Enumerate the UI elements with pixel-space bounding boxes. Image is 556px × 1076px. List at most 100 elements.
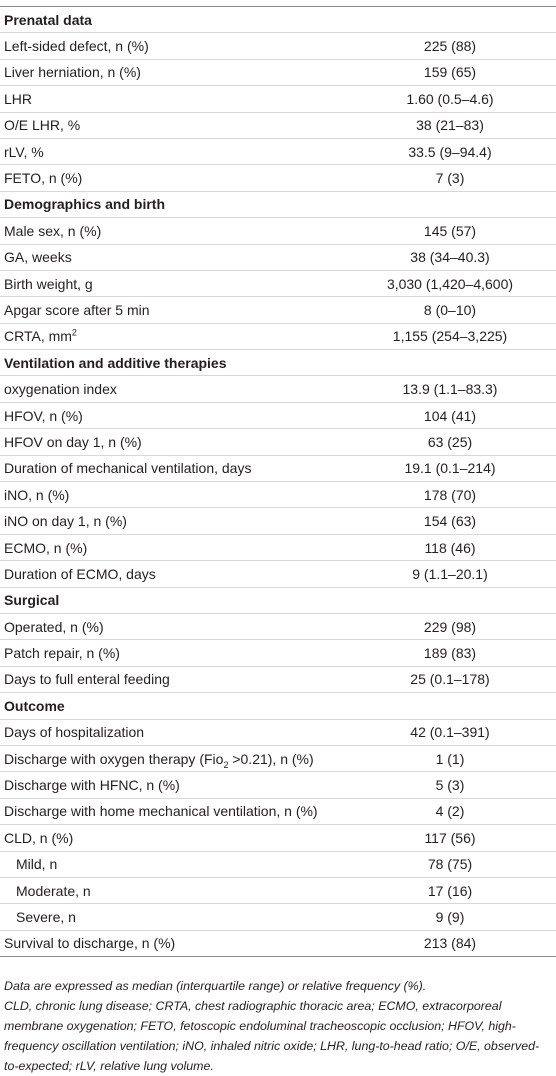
row-value: 1.60 (0.5–4.6) xyxy=(350,85,556,113)
row-label: Mild, n xyxy=(0,851,350,878)
row-label: Birth weight, g xyxy=(0,270,350,298)
label-text: HFOV, n (%) xyxy=(4,407,83,424)
label-text: Survival to discharge, n (%) xyxy=(4,935,176,952)
table-row: Survival to discharge, n (%) 213 (84) xyxy=(0,930,556,956)
row-value: 104 (41) xyxy=(350,402,556,430)
row-value: 78 (75) xyxy=(350,851,556,878)
row-value: 178 (70) xyxy=(350,481,556,509)
row-value: 9 (1.1–20.1) xyxy=(350,560,556,588)
row-value: 3,030 (1,420–4,600) xyxy=(350,270,556,298)
section-title: Demographics and birth xyxy=(0,191,556,219)
label-subscript: 2 xyxy=(223,759,229,770)
table-row: iNO, n (%) 178 (70) xyxy=(0,481,556,509)
table-row: Days to full enteral feeding 25 (0.1–178) xyxy=(0,666,556,694)
label-text: Moderate, n xyxy=(16,882,91,899)
row-label: iNO on day 1, n (%) xyxy=(0,507,350,535)
label-text: HFOV on day 1, n (%) xyxy=(4,433,142,450)
row-value: 225 (88) xyxy=(350,32,556,60)
label-text: LHR xyxy=(4,90,33,107)
row-value: 4 (2) xyxy=(350,798,556,826)
row-label: FETO, n (%) xyxy=(0,164,350,192)
table-row: Left-sided defect, n (%) 225 (88) xyxy=(0,32,556,60)
table-row: Mild, n 78 (75) xyxy=(0,851,556,878)
label-text: CRTA, mm xyxy=(4,328,72,345)
label-text: ECMO, n (%) xyxy=(4,539,88,556)
table-row: Duration of ECMO, days 9 (1.1–20.1) xyxy=(0,560,556,588)
label-text: Operated, n (%) xyxy=(4,618,104,635)
row-value: 33.5 (9–94.4) xyxy=(350,138,556,166)
table-row: Liver herniation, n (%) 159 (65) xyxy=(0,59,556,87)
table-row: Severe, n 9 (9) xyxy=(0,903,556,931)
label-superscript: 2 xyxy=(71,327,77,338)
row-value: 17 (16) xyxy=(350,877,556,905)
row-value: 1 (1) xyxy=(350,745,556,773)
table-row: HFOV on day 1, n (%) 63 (25) xyxy=(0,428,556,456)
row-value: 63 (25) xyxy=(350,428,556,456)
table-row: CLD, n (%) 117 (56) xyxy=(0,824,556,852)
label-text: Duration of ECMO, days xyxy=(4,565,156,582)
table-row: Discharge with HFNC, n (%) 5 (3) xyxy=(0,771,556,799)
label-text: Apgar score after 5 min xyxy=(4,301,150,318)
row-label: LHR xyxy=(0,85,350,113)
table-row: LHR 1.60 (0.5–4.6) xyxy=(0,85,556,113)
section-title: Outcome xyxy=(0,692,556,720)
table-row: ECMO, n (%) 118 (46) xyxy=(0,534,556,562)
data-table: Prenatal data Left-sided defect, n (%) 225… xyxy=(0,6,556,958)
row-value: 13.9 (1.1–83.3) xyxy=(350,375,556,403)
label-text: Birth weight, g xyxy=(4,275,93,292)
row-value: 213 (84) xyxy=(423,935,477,952)
table-row: Apgar score after 5 min 8 (0–10) xyxy=(0,296,556,324)
label-text: FETO, n (%) xyxy=(4,170,83,187)
row-label: Severe, n xyxy=(0,903,350,931)
row-label: Duration of ECMO, days xyxy=(0,560,350,588)
label-text: Days of hospitalization xyxy=(4,724,145,741)
label-text: >0.21), n (%) xyxy=(228,750,314,767)
row-label: Survival to discharge, n (%) xyxy=(0,930,350,956)
row-label: Patch repair, n (%) xyxy=(0,639,350,667)
row-label: ECMO, n (%) xyxy=(0,534,350,562)
table-row: Discharge with home mechanical ventilati… xyxy=(0,798,556,826)
table-row: oxygenation index 13.9 (1.1–83.3) xyxy=(0,375,556,403)
label-text: CLD, n (%) xyxy=(4,829,74,846)
label-text: Mild, n xyxy=(16,856,58,873)
row-value: 9 (9) xyxy=(350,903,556,931)
label-text: Discharge with HFNC, n (%) xyxy=(4,777,180,794)
label-text: Liver herniation, n (%) xyxy=(4,64,141,81)
row-label: Operated, n (%) xyxy=(0,613,350,641)
row-label: Discharge with HFNC, n (%) xyxy=(0,771,350,799)
table-row: Duration of mechanical ventilation, days… xyxy=(0,455,556,483)
row-value: 8 (0–10) xyxy=(350,296,556,324)
label-text: Patch repair, n (%) xyxy=(4,645,120,662)
label-text: Left-sided defect, n (%) xyxy=(4,38,149,55)
label-text: Days to full enteral feeding xyxy=(4,671,170,688)
row-label: CLD, n (%) xyxy=(0,824,350,852)
row-label: Liver herniation, n (%) xyxy=(0,59,350,87)
row-value: 229 (98) xyxy=(350,613,556,641)
row-label: HFOV, n (%) xyxy=(0,402,350,430)
label-text: Severe, n xyxy=(16,908,76,925)
section-row: Prenatal data xyxy=(0,6,556,34)
label-text: oxygenation index xyxy=(4,381,117,398)
table-row: FETO, n (%) 7 (3) xyxy=(0,164,556,192)
row-label: CRTA, mm2 xyxy=(0,323,350,351)
label-text: Duration of mechanical ventilation, days xyxy=(4,460,252,477)
row-label: Days of hospitalization xyxy=(0,719,350,746)
section-row: Outcome xyxy=(0,692,556,720)
row-label: Discharge with oxygen therapy (Fio2 >0.2… xyxy=(0,745,350,773)
row-label: rLV, % xyxy=(0,138,350,166)
table-row: Moderate, n 17 (16) xyxy=(0,877,556,905)
row-value: 145 (57) xyxy=(350,217,556,245)
table-row: CRTA, mm2 1,155 (254–3,225) xyxy=(0,323,556,351)
table-row: O/E LHR, % 38 (21–83) xyxy=(0,112,556,139)
row-value: 7 (3) xyxy=(350,164,556,192)
row-label: HFOV on day 1, n (%) xyxy=(0,428,350,456)
table-row: Patch repair, n (%) 189 (83) xyxy=(0,639,556,667)
row-value: 25 (0.1–178) xyxy=(350,666,556,694)
row-value: 154 (63) xyxy=(350,507,556,535)
table-row: Operated, n (%) 229 (98) xyxy=(0,613,556,641)
section-title: Ventilation and additive therapies xyxy=(0,349,556,377)
row-label: Discharge with home mechanical ventilati… xyxy=(0,798,350,826)
row-label: O/E LHR, % xyxy=(0,112,350,139)
table-row: Birth weight, g 3,030 (1,420–4,600) xyxy=(0,270,556,298)
